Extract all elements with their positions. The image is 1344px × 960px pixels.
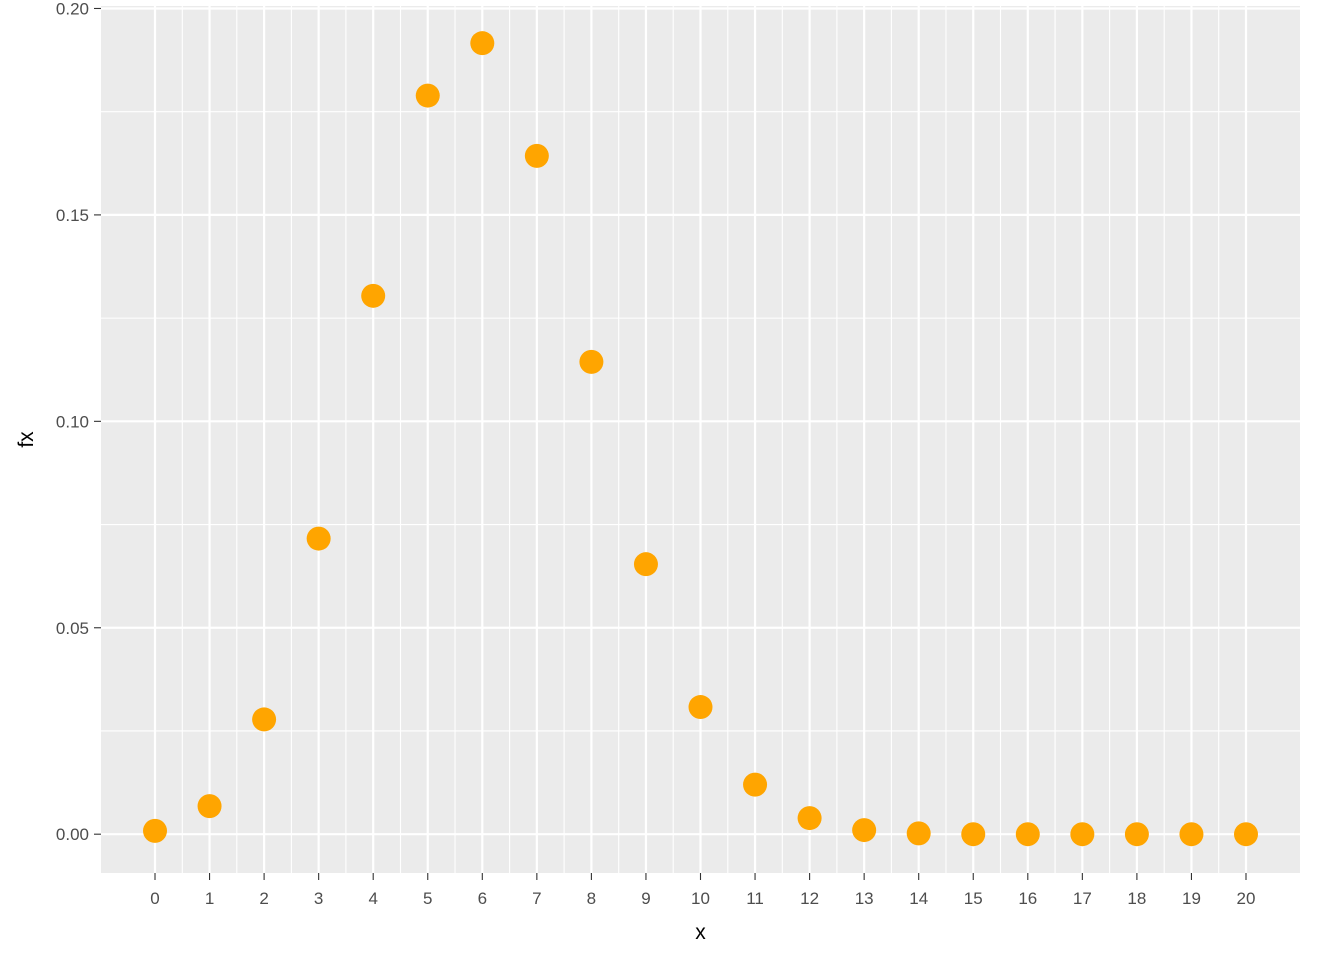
data-point — [743, 772, 768, 797]
x-tick-label: 11 — [746, 889, 764, 908]
x-tick-label: 9 — [641, 889, 650, 908]
data-point — [1070, 822, 1095, 847]
data-points — [143, 31, 1258, 847]
data-point — [143, 818, 168, 843]
x-tick-label: 14 — [909, 889, 928, 908]
x-tick-label: 8 — [587, 889, 596, 908]
data-point — [633, 552, 658, 577]
data-point — [1179, 822, 1204, 847]
x-tick-label: 7 — [532, 889, 541, 908]
data-point — [961, 822, 986, 847]
x-axis-title: x — [695, 921, 706, 944]
x-tick-label: 4 — [368, 889, 377, 908]
data-point — [1124, 822, 1149, 847]
x-tick-label: 12 — [800, 889, 819, 908]
minor-gridlines — [101, 6, 1300, 873]
data-point — [470, 31, 495, 56]
x-tick-label: 6 — [478, 889, 487, 908]
y-axis-title: fx — [15, 431, 38, 448]
x-tick-label: 20 — [1237, 889, 1256, 908]
x-tick-label: 1 — [205, 889, 214, 908]
data-point — [906, 821, 931, 846]
major-gridlines — [101, 6, 1300, 873]
data-point — [306, 526, 331, 551]
y-tick-label: 0.05 — [56, 619, 89, 638]
x-tick-label: 0 — [150, 889, 159, 908]
y-tick-label: 0.10 — [56, 412, 89, 431]
x-tick-label: 5 — [423, 889, 432, 908]
data-point — [1015, 822, 1040, 847]
data-point — [415, 83, 440, 108]
x-tick-label: 2 — [259, 889, 268, 908]
x-tick-label: 15 — [964, 889, 983, 908]
x-tick-label: 19 — [1182, 889, 1201, 908]
x-tick-label: 17 — [1073, 889, 1092, 908]
y-tick-label: 0.00 — [56, 825, 89, 844]
x-tick-label: 13 — [855, 889, 874, 908]
x-axis: 0 1 2 3 4 5 6 7 8 9 10 11 12 13 14 15 16 17 18 19 20 — [150, 873, 1255, 908]
y-axis: 0.00 0.05 0.10 0.15 0.20 — [56, 0, 101, 844]
data-point — [197, 794, 222, 819]
y-tick-label: 0.20 — [56, 0, 89, 18]
data-point — [1233, 822, 1258, 847]
x-tick-label: 10 — [691, 889, 710, 908]
data-point — [852, 818, 877, 843]
data-point — [688, 695, 713, 720]
x-tick-label: 18 — [1127, 889, 1146, 908]
data-point — [361, 283, 386, 308]
y-tick-label: 0.15 — [56, 206, 89, 225]
x-tick-label: 3 — [314, 889, 323, 908]
x-tick-label: 16 — [1018, 889, 1037, 908]
data-point — [797, 806, 822, 831]
data-point — [524, 143, 549, 168]
data-point — [252, 707, 277, 732]
data-point — [579, 349, 604, 374]
